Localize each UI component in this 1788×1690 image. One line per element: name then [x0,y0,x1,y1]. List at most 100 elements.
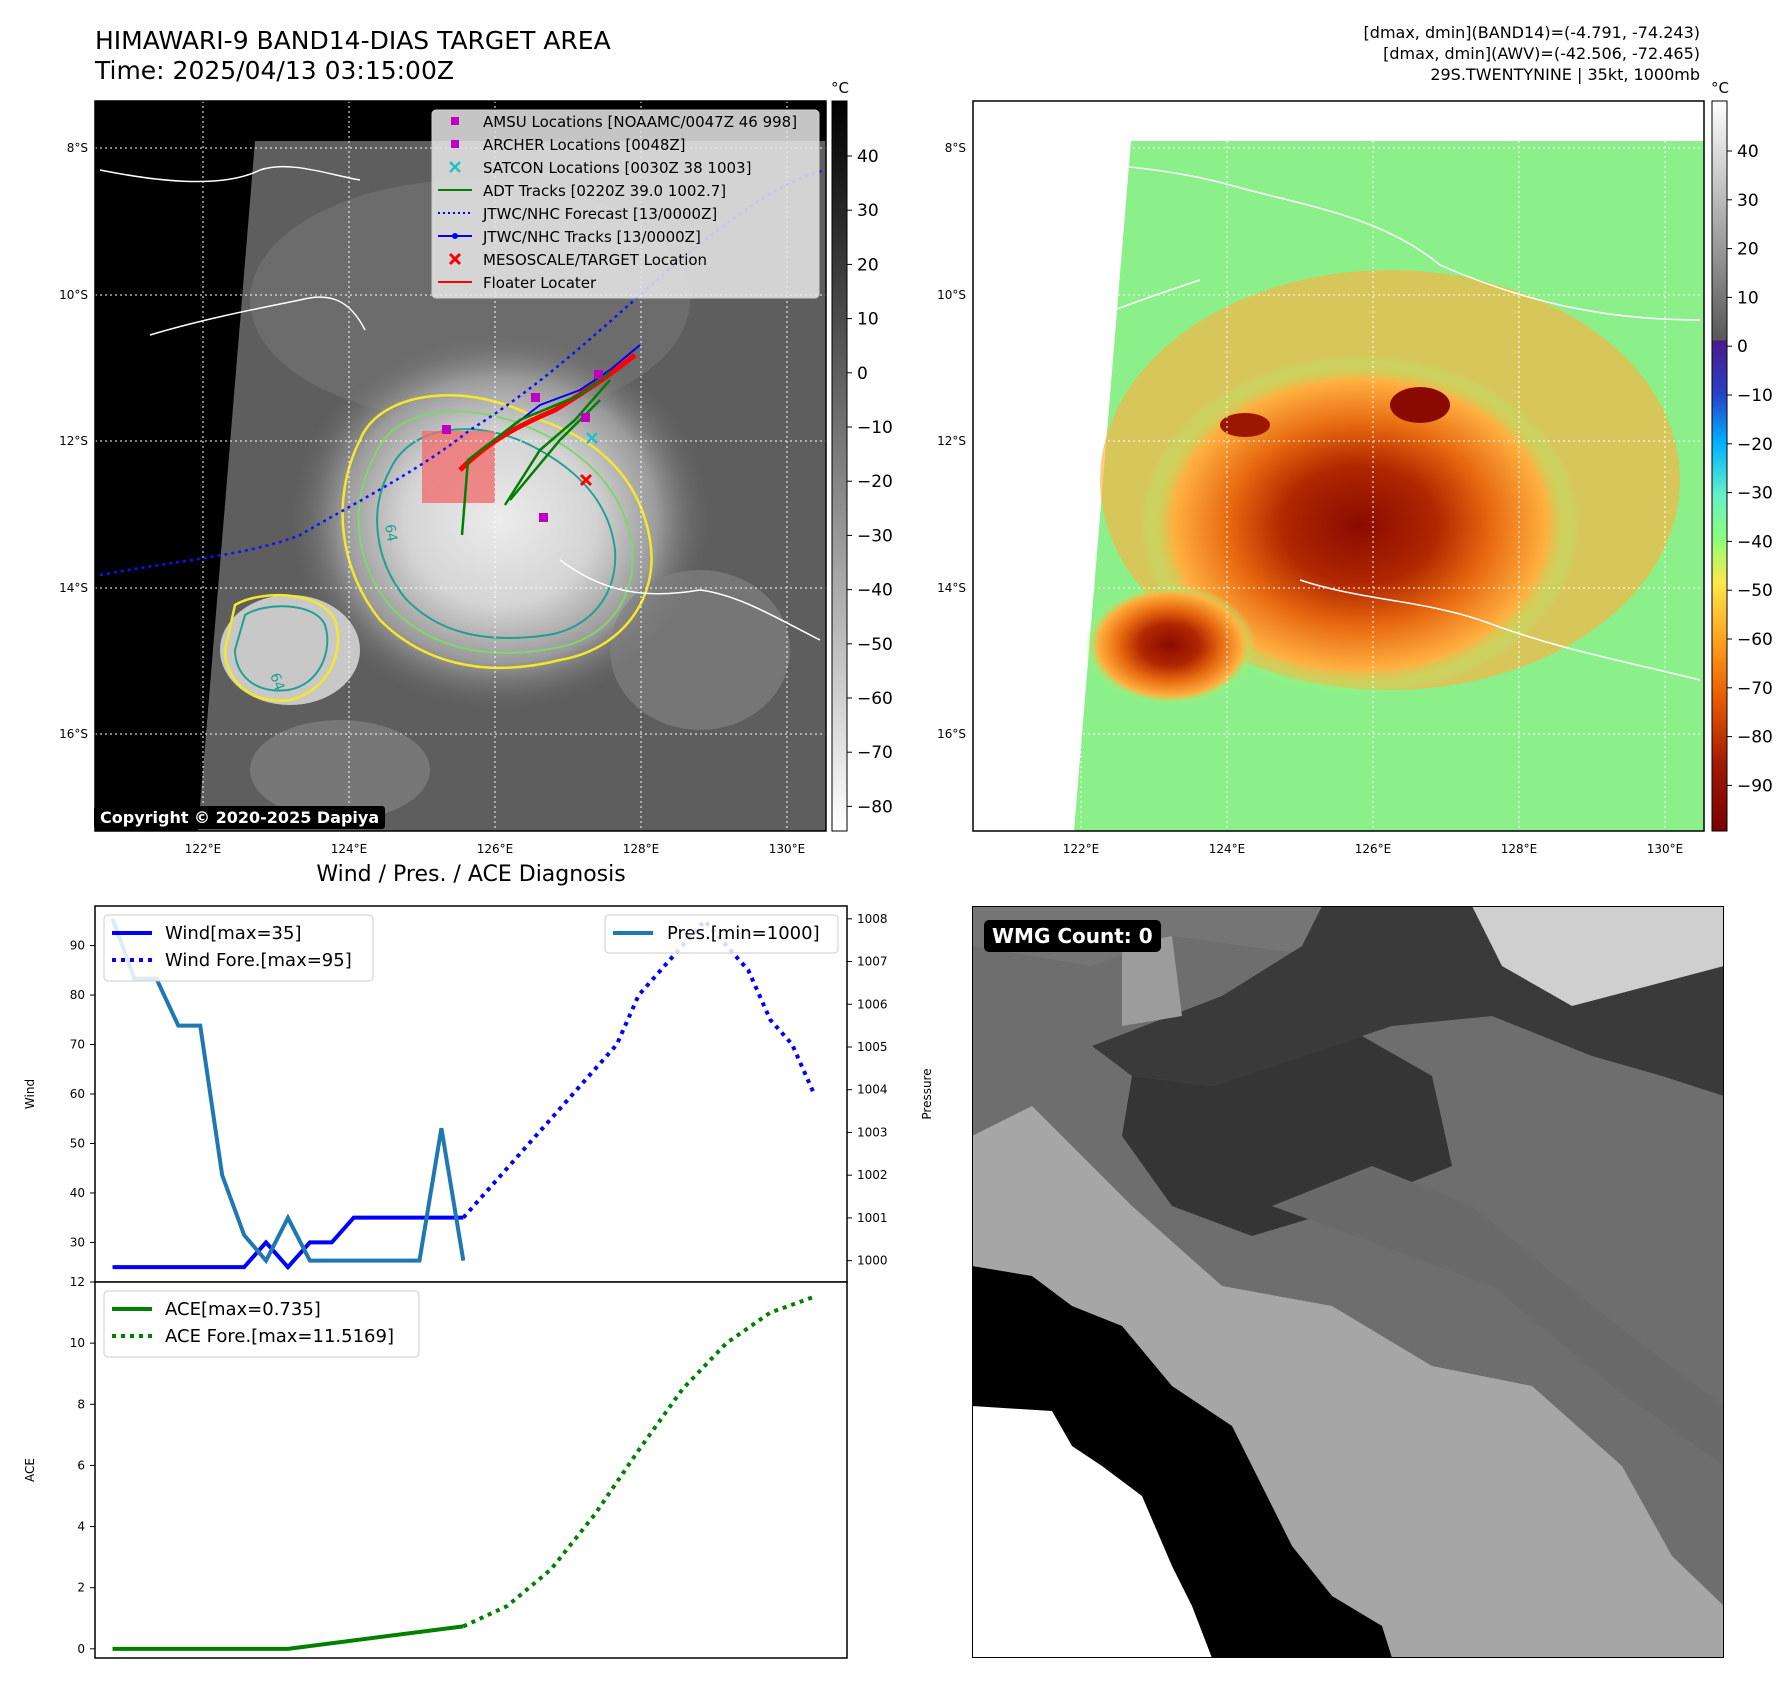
svg-text:124°E: 124°E [331,842,368,856]
legend-target: MESOSCALE/TARGET Location [483,251,707,269]
map1-lon-labels: 122°E 124°E 126°E 128°E 130°E [185,842,806,856]
gray-colorbar [831,100,848,832]
colorbar-tick-label: −20 [857,472,893,492]
svg-text:128°E: 128°E [1501,842,1538,856]
svg-text:130°E: 130°E [1647,842,1684,856]
svg-text:16°S: 16°S [937,727,966,741]
pressure-series-line [110,918,466,1265]
pressure-tick-label: 1006 [857,997,888,1011]
pressure-ylabel: Pressure [920,1068,934,1119]
colorbar-tick-label: −10 [1737,386,1773,406]
colorbar-tick-label: −30 [857,526,893,546]
ace-tick-label: 0 [77,1642,85,1656]
legend-satcon: SATCON Locations [0030Z 38 1003] [483,159,751,177]
wind-tick-label: 90 [70,939,85,953]
legend-amsu: AMSU Locations [NOAAMC/0047Z 46 998] [483,113,797,131]
pres-legend: Pres.[min=1000] [604,914,839,954]
pressure-tick-label: 1008 [857,912,888,926]
ace-lines [112,1294,815,1651]
ace-ticks: 0 2 4 6 8 10 12 [70,1275,95,1656]
ace-tick-label: 4 [77,1520,85,1534]
ace-ylabel: ACE [23,1458,37,1482]
svg-text:10°S: 10°S [937,288,966,302]
pressure-tick-label: 1003 [857,1125,888,1139]
gray-colorbar-ticks: 40 30 20 10 0 −10 −20 −30 −40 −50 −60 −70 −80 [847,147,893,817]
ace-legend: ACE[max=0.735] ACE Fore.[max=11.5169] [103,1290,420,1358]
map2-lat-labels: 8°S 10°S 12°S 14°S 16°S [937,141,966,741]
map1-lat-labels: 8°S 10°S 12°S 14°S 16°S [59,141,88,741]
figure-title: HIMAWARI-9 BAND14-DIAS TARGET AREA Time:… [95,26,611,86]
title-line1: HIMAWARI-9 BAND14-DIAS TARGET AREA [95,26,611,55]
info-line3: 29S.TWENTYNINE | 35kt, 1000mb [1430,65,1700,84]
legend-ace-fore: ACE Fore.[max=11.5169] [165,1326,394,1347]
info-line1: [dmax, dmin](BAND14)=(-4.791, -74.243) [1363,23,1700,42]
colorbar-tick-label: 40 [1737,142,1759,162]
svg-text:128°E: 128°E [623,842,660,856]
ace-tick-label: 10 [70,1336,85,1350]
pressure-tick-label: 1004 [857,1083,888,1097]
wind-tick-label: 80 [70,988,85,1002]
gray-colorbar-unit: °C [831,79,849,97]
pressure-tick-label: 1000 [857,1254,888,1268]
copyright-label: Copyright © 2020-2025 Dapiya [94,806,386,829]
target-marker-icon [448,252,462,266]
svg-text:8°S: 8°S [945,141,966,155]
wind-ticks: 30 40 50 60 70 80 90 [70,939,95,1249]
legend-forecast: JTWC/NHC Forecast [13/0000Z] [482,205,717,223]
info-line2: [dmax, dmin](AWV)=(-42.506, -72.465) [1383,44,1700,63]
colorbar-tick-label: 0 [857,364,868,384]
ace-tick-label: 12 [70,1275,85,1289]
colorbar-tick-label: −80 [857,797,893,817]
ir-map-panel: 64 64 [59,79,1773,856]
svg-text:124°E: 124°E [1209,842,1246,856]
legend-pres: Pres.[min=1000] [667,923,820,944]
svg-text:12°S: 12°S [59,434,88,448]
colorbar-tick-label: 0 [1737,337,1748,357]
colorbar-tick-label: 20 [857,255,879,275]
colorbar-tick-label: 10 [857,310,879,330]
svg-text:8°S: 8°S [67,141,88,155]
svg-text:16°S: 16°S [59,727,88,741]
colorbar-tick-label: −50 [1737,581,1773,601]
colorbar-tick-label: −50 [857,635,893,655]
wind-tick-label: 40 [70,1186,85,1200]
legend-wind-fore: Wind Fore.[max=95] [165,950,352,971]
svg-text:12°S: 12°S [937,434,966,448]
ace-forecast-line [462,1294,815,1629]
colorbar-tick-label: −70 [857,743,893,763]
amsu-marker-icon [451,117,459,125]
wind-tick-label: 70 [70,1038,85,1052]
colorbar-tick-label: 20 [1737,240,1759,260]
colorbar-tick-label: −20 [1737,435,1773,455]
wind-ylabel: Wind [23,1079,37,1109]
wind-series-line [112,1215,464,1271]
pressure-tick-label: 1007 [857,955,888,969]
wind-forecast-line [461,917,816,1220]
svg-text:64: 64 [266,671,287,693]
ace-tick-label: 6 [77,1458,85,1472]
svg-text:14°S: 14°S [59,581,88,595]
legend-floater: Floater Locater [483,274,597,292]
colorbar-tick-label: −90 [1737,776,1773,796]
wmg-panel [972,906,1724,1658]
colorbar-tick-label: −80 [1737,728,1773,748]
legend-ace: ACE[max=0.735] [165,1299,321,1320]
wind-tick-label: 50 [70,1136,85,1150]
title-line2: Time: 2025/04/13 03:15:00Z [95,56,454,85]
color-colorbar-unit: °C [1711,79,1729,97]
legend-archer: ARCHER Locations [0048Z] [483,136,686,154]
pressure-tick-label: 1002 [857,1168,888,1182]
stats-info: [dmax, dmin](BAND14)=(-4.791, -74.243) [d… [1364,22,1700,85]
pressure-ticks: 1000 1001 1002 1003 1004 1005 1006 1007 1008 [847,912,888,1268]
svg-text:10°S: 10°S [59,288,88,302]
pressure-tick-label: 1005 [857,1040,888,1054]
color-colorbar-ticks: 40 30 20 10 0 −10 −20 −30 −40 −50 −60 −70 −80 −90 [1727,142,1773,796]
wind-tick-label: 60 [70,1087,85,1101]
satcon-marker-icon [449,161,461,173]
svg-text:122°E: 122°E [1063,842,1100,856]
ir-image: 64 64 [95,101,826,831]
legend-wind: Wind[max=35] [165,923,302,944]
colorbar-tick-label: −60 [857,689,893,709]
wind-legend: Wind[max=35] Wind Fore.[max=95] [103,914,374,982]
